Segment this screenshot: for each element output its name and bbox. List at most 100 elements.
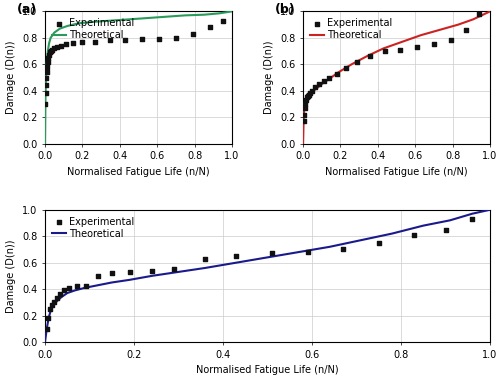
Experimental	[300, 118, 308, 124]
Theoretical	[264, 255, 270, 260]
Theoretical	[48, 36, 54, 40]
Experimental	[300, 111, 308, 117]
Theoretical	[304, 92, 310, 97]
Theoretical	[50, 303, 56, 307]
Experimental	[315, 81, 323, 87]
Experimental	[46, 306, 54, 312]
Line: Theoretical: Theoretical	[45, 11, 232, 144]
Experimental	[42, 90, 50, 97]
Experimental	[43, 326, 51, 332]
Theoretical	[327, 244, 333, 249]
Theoretical	[418, 33, 424, 38]
Theoretical	[487, 207, 493, 212]
Experimental	[302, 97, 310, 103]
Experimental	[301, 101, 309, 107]
Experimental	[50, 299, 58, 306]
Experimental	[218, 17, 226, 24]
Line: Theoretical: Theoretical	[303, 11, 490, 144]
Theoretical	[64, 24, 70, 28]
Theoretical	[88, 20, 94, 24]
Experimental	[413, 44, 421, 50]
Theoretical	[482, 12, 488, 16]
Text: (a): (a)	[17, 3, 37, 16]
Experimental	[306, 90, 314, 97]
X-axis label: Normalised Fatigue Life (n/N): Normalised Fatigue Life (n/N)	[67, 167, 210, 177]
Experimental	[462, 27, 469, 33]
Experimental	[339, 246, 347, 252]
Experimental	[410, 232, 418, 238]
Theoretical	[109, 280, 115, 285]
Experimental	[57, 43, 65, 49]
Experimental	[50, 45, 58, 51]
Theoretical	[310, 89, 316, 93]
Experimental	[201, 256, 209, 262]
Theoretical	[145, 16, 151, 20]
Experimental	[42, 101, 50, 107]
Theoretical	[42, 102, 48, 106]
Theoretical	[176, 270, 182, 274]
Experimental	[62, 41, 70, 48]
Experimental	[106, 38, 114, 44]
Theoretical	[44, 326, 50, 331]
Theoretical	[182, 13, 188, 17]
Experimental	[48, 47, 56, 53]
Theoretical	[46, 41, 52, 46]
Experimental	[42, 74, 50, 81]
Experimental	[375, 240, 383, 246]
Experimental	[300, 105, 308, 111]
Experimental	[82, 283, 90, 290]
Theoretical	[364, 54, 370, 59]
Theoretical	[58, 295, 64, 299]
Experimental	[44, 55, 52, 61]
Theoretical	[96, 283, 102, 287]
Experimental	[302, 94, 310, 100]
Experimental	[170, 266, 178, 272]
Y-axis label: Damage (D(n)): Damage (D(n))	[6, 41, 16, 114]
Experimental	[45, 52, 53, 58]
Experimental	[353, 59, 361, 65]
Theoretical	[216, 11, 222, 16]
Theoretical	[301, 108, 307, 113]
Experimental	[468, 216, 476, 222]
Theoretical	[164, 14, 170, 19]
Experimental	[44, 59, 52, 65]
Theoretical	[64, 291, 70, 295]
Theoretical	[42, 82, 48, 86]
Experimental	[44, 315, 52, 321]
Theoretical	[296, 250, 302, 254]
Experimental	[138, 36, 146, 42]
Experimental	[304, 93, 312, 99]
Experimental	[475, 11, 483, 17]
Experimental	[382, 48, 390, 54]
Theoretical	[303, 97, 309, 101]
Experimental	[311, 84, 319, 90]
Experimental	[332, 71, 340, 77]
Theoretical	[318, 82, 324, 86]
Experimental	[47, 48, 55, 54]
Legend: Experimental, Theoretical: Experimental, Theoretical	[50, 16, 136, 42]
Theoretical	[45, 49, 51, 53]
Experimental	[430, 41, 438, 48]
Experimental	[78, 39, 86, 45]
Experimental	[69, 40, 77, 46]
Theoretical	[44, 67, 50, 72]
Legend: Experimental, Theoretical: Experimental, Theoretical	[308, 16, 394, 42]
Theoretical	[202, 266, 208, 270]
Legend: Experimental, Theoretical: Experimental, Theoretical	[50, 215, 136, 241]
Theoretical	[326, 76, 332, 81]
Experimental	[308, 88, 316, 94]
Experimental	[66, 285, 74, 291]
Experimental	[342, 65, 350, 71]
Theoretical	[57, 26, 63, 31]
Theoretical	[470, 17, 476, 22]
Experimental	[325, 74, 333, 81]
Theoretical	[42, 141, 48, 146]
Theoretical	[54, 299, 60, 303]
Experimental	[172, 35, 180, 41]
Theoretical	[389, 231, 395, 236]
Theoretical	[306, 91, 312, 96]
Theoretical	[149, 274, 155, 278]
Experimental	[122, 38, 130, 44]
Theoretical	[229, 9, 235, 14]
Theoretical	[42, 340, 48, 344]
